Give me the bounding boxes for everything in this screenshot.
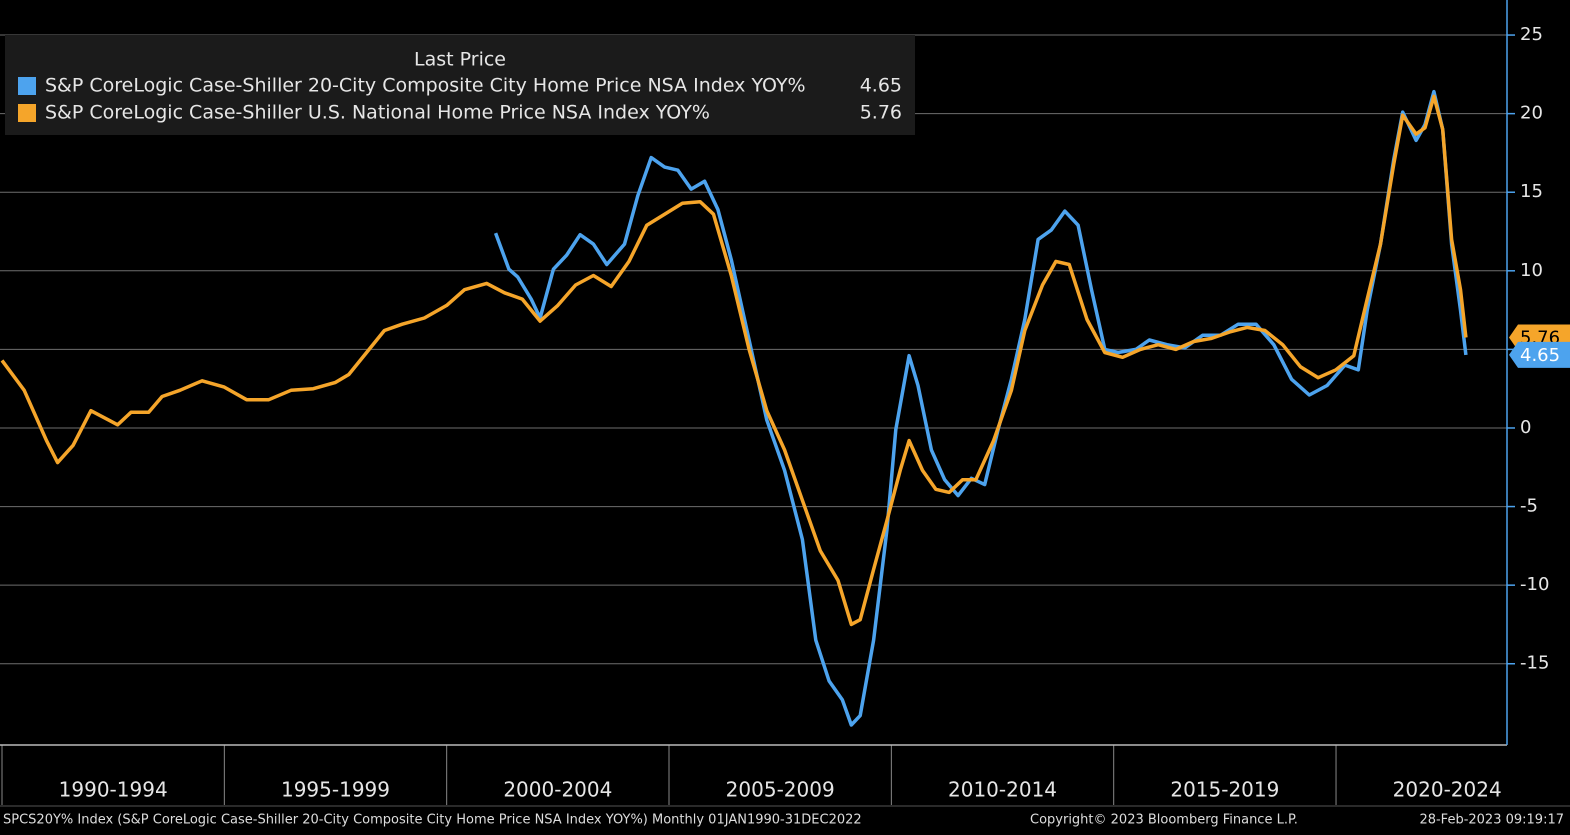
legend-swatch: [18, 77, 36, 95]
legend-swatch: [18, 104, 36, 122]
series-line: [0, 94, 1468, 627]
lines: [0, 89, 1468, 727]
footer-description: SPCS20Y% Index (S&P CoreLogic Case-Shill…: [3, 813, 862, 828]
y-tick-label: -10: [1520, 574, 1549, 595]
y-tick-label: -15: [1520, 653, 1549, 674]
x-tick-label: 2005-2009: [726, 778, 835, 802]
legend-label: S&P CoreLogic Case-Shiller 20-City Compo…: [45, 75, 806, 97]
footer-copyright: Copyright© 2023 Bloomberg Finance L.P.: [1030, 813, 1298, 828]
grid: -15-10-505101520251990-19941995-19992000…: [0, 24, 1549, 805]
footer: SPCS20Y% Index (S&P CoreLogic Case-Shill…: [0, 805, 1570, 828]
legend-value: 4.65: [860, 75, 902, 97]
y-tick-label: 25: [1520, 24, 1543, 45]
footer-timestamp: 28-Feb-2023 09:19:17: [1419, 813, 1564, 828]
y-tick-label: 0: [1520, 417, 1531, 438]
y-tick-label: 10: [1520, 260, 1543, 281]
x-tick-label: 2020-2024: [1393, 778, 1502, 802]
x-tick-label: 2015-2019: [1170, 778, 1279, 802]
legend-label: S&P CoreLogic Case-Shiller U.S. National…: [45, 102, 710, 124]
last-value-label: 4.65: [1520, 345, 1560, 366]
legend-box: [5, 35, 915, 135]
x-tick-label: 2010-2014: [948, 778, 1057, 802]
y-tick-label: 15: [1520, 181, 1543, 202]
x-tick-label: 1990-1994: [59, 778, 168, 802]
legend-title: Last Price: [414, 49, 506, 71]
y-tick-label: -5: [1520, 496, 1538, 517]
legend-value: 5.76: [860, 102, 902, 124]
y-tick-label: 20: [1520, 103, 1543, 124]
x-tick-label: 2000-2004: [503, 778, 612, 802]
x-tick-label: 1995-1999: [281, 778, 390, 802]
last-value-tag: [1509, 341, 1570, 368]
legend: Last Price S&P CoreLogic Case-Shiller 20…: [5, 35, 915, 135]
